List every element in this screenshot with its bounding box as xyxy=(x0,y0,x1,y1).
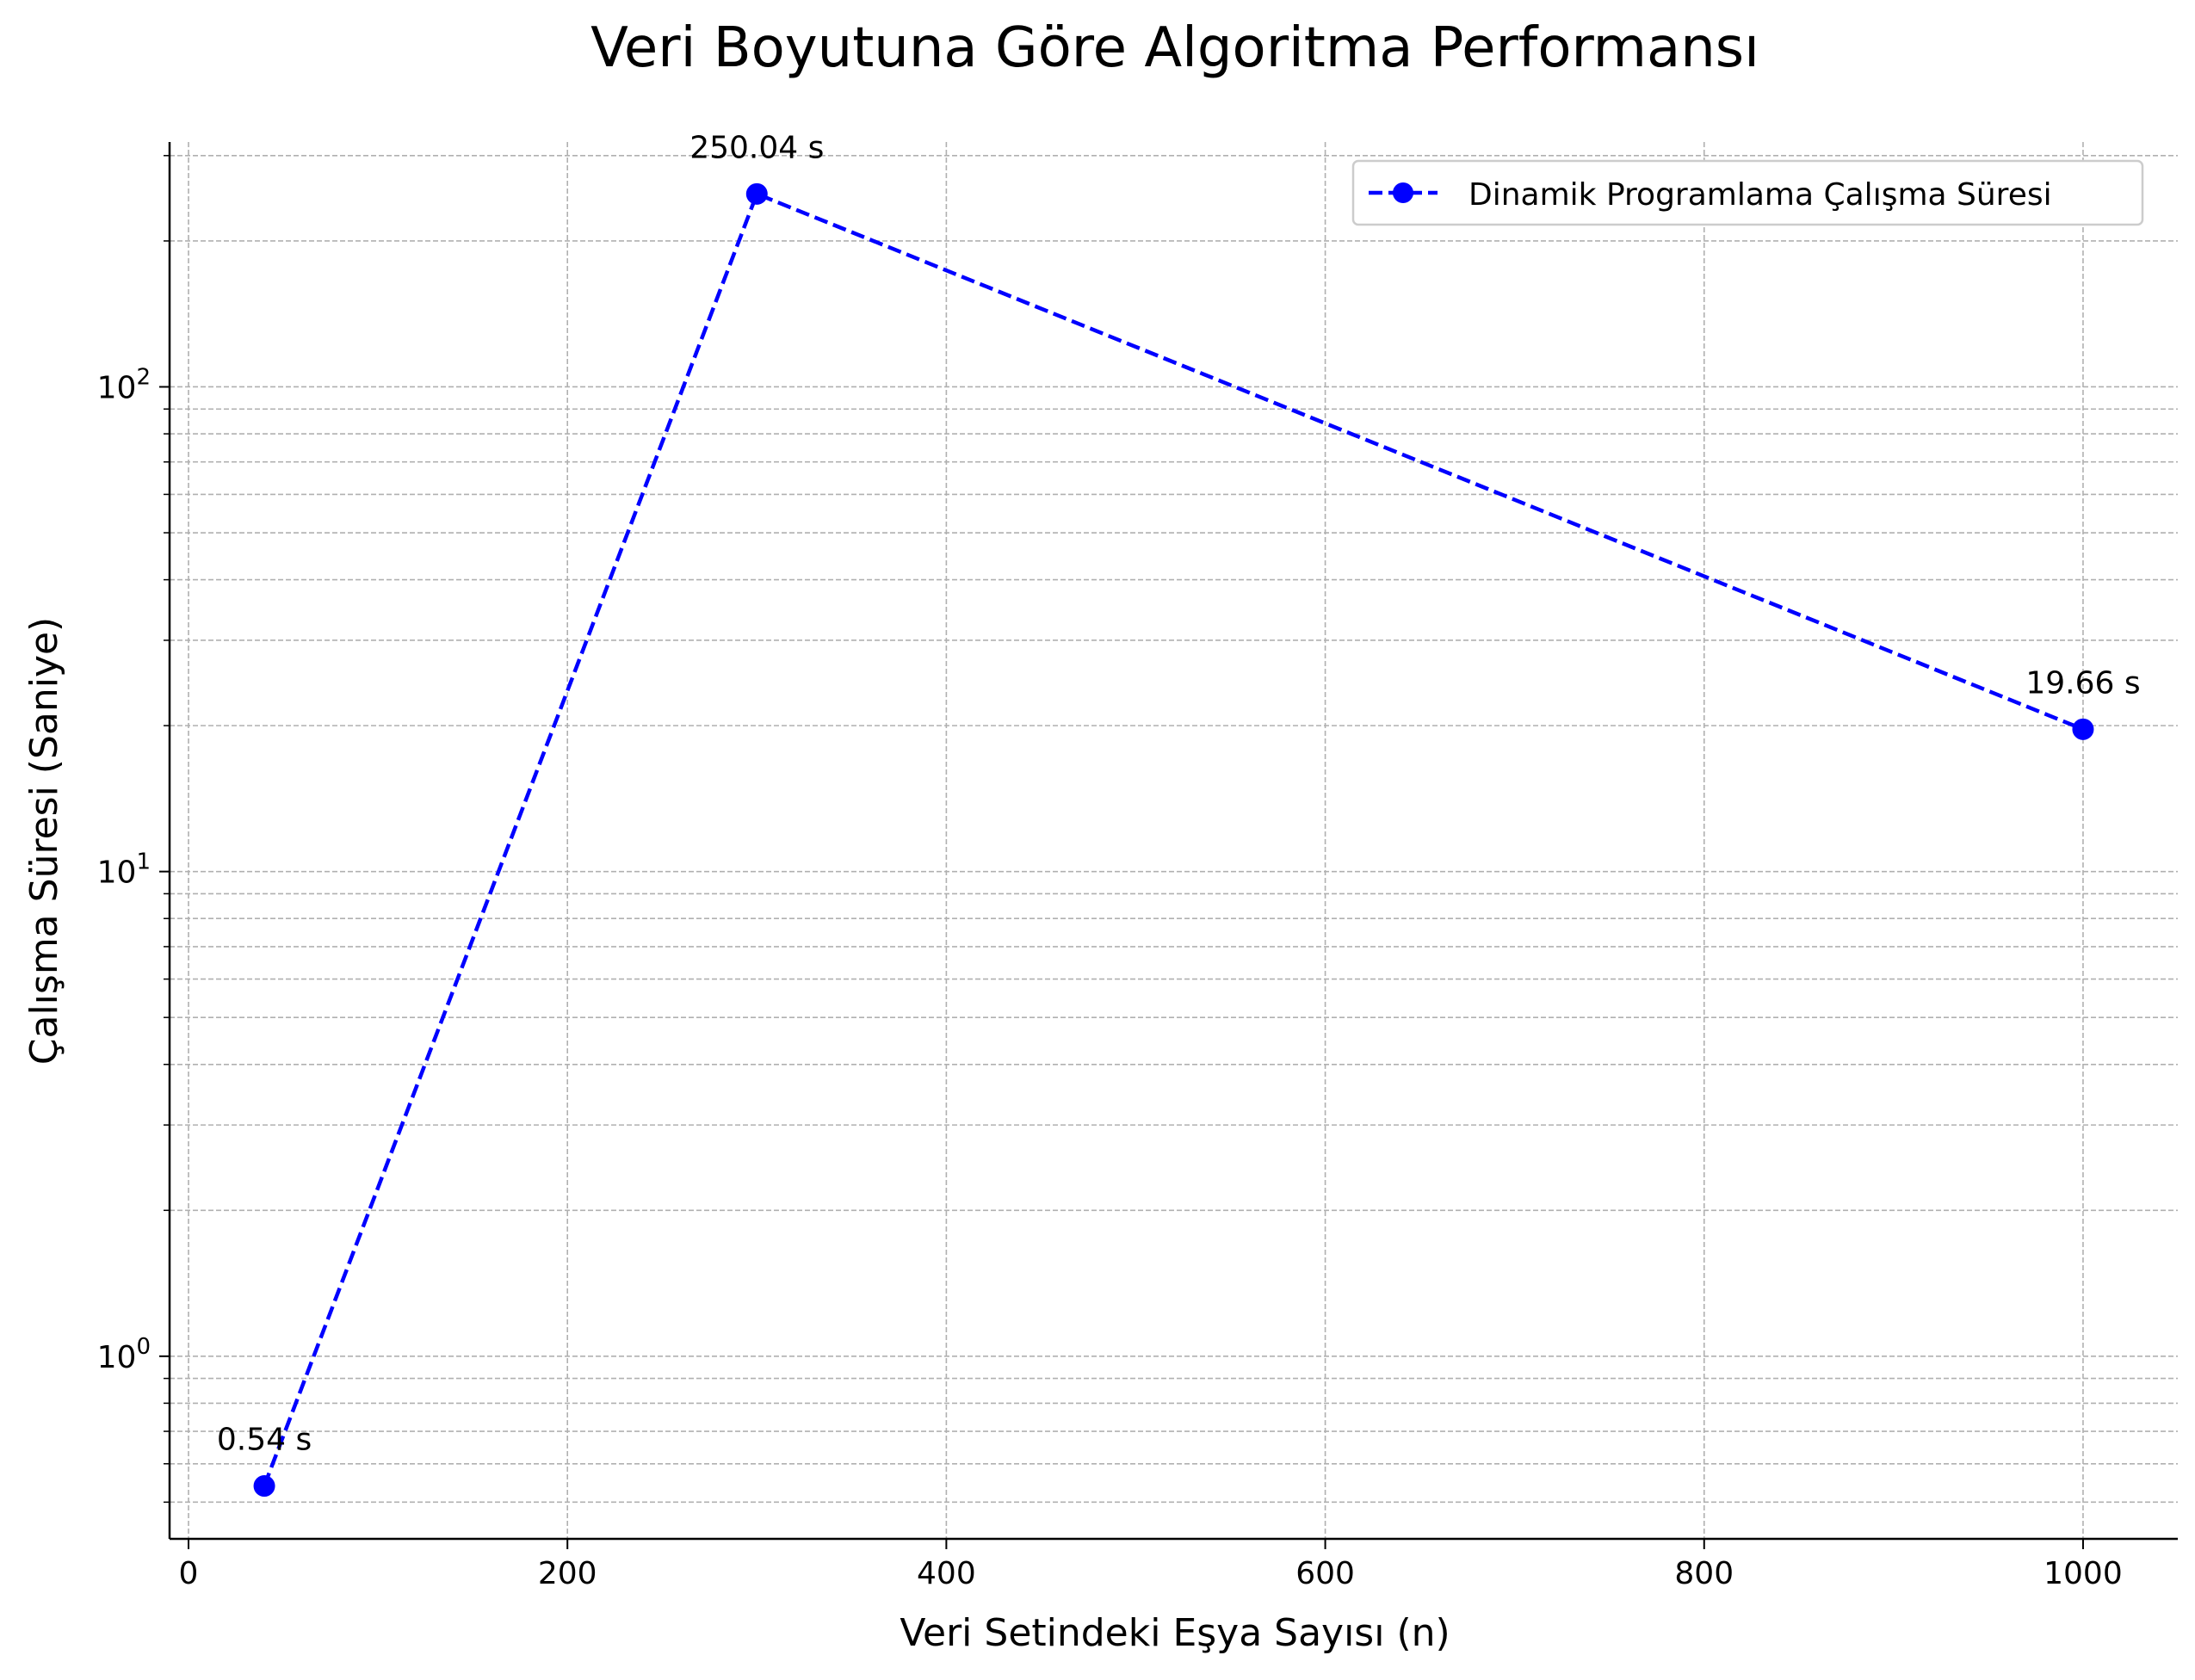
data-point-marker xyxy=(745,182,768,205)
y-tick-label: 100 xyxy=(97,1334,151,1375)
grid-lines xyxy=(170,142,2178,1539)
y-tick-label: 102 xyxy=(97,364,151,405)
data-point-marker xyxy=(253,1475,275,1498)
data-point-marker xyxy=(2072,718,2094,740)
data-point-label: 0.54 s xyxy=(217,1423,312,1458)
legend-box xyxy=(1351,159,2144,226)
chart-title: Veri Boyutuna Göre Algoritma Performansı xyxy=(590,16,1759,80)
data-series xyxy=(253,182,2094,1498)
series-line xyxy=(262,191,2084,1487)
y-axis-label: Çalışma Süresi (Saniye) xyxy=(22,617,66,1065)
x-tick-label: 600 xyxy=(1295,1556,1355,1591)
x-tick-label: 400 xyxy=(917,1556,976,1591)
data-point-label: 250.04 s xyxy=(689,130,824,165)
axes xyxy=(168,142,2178,1541)
y-axis-ticks: 100 101 102 xyxy=(97,155,170,1504)
legend: Dinamik Programlama Çalışma Süresi xyxy=(1351,159,2144,226)
legend-label: Dinamik Programlama Çalışma Süresi xyxy=(1468,177,2052,213)
x-tick-label: 0 xyxy=(179,1556,199,1591)
x-tick-label: 1000 xyxy=(2044,1556,2123,1591)
y-tick-label: 101 xyxy=(97,849,151,891)
x-axis-label: Veri Setindeki Eşya Sayısı (n) xyxy=(900,1611,1450,1655)
x-axis-ticks: 0 200 400 600 800 1000 xyxy=(179,1539,2123,1591)
x-tick-label: 200 xyxy=(538,1556,597,1591)
legend-marker xyxy=(1393,182,1413,203)
x-tick-label: 800 xyxy=(1674,1556,1734,1591)
data-point-label: 19.66 s xyxy=(2025,665,2140,701)
point-labels: 0.54 s 250.04 s 19.66 s xyxy=(217,130,2141,1457)
